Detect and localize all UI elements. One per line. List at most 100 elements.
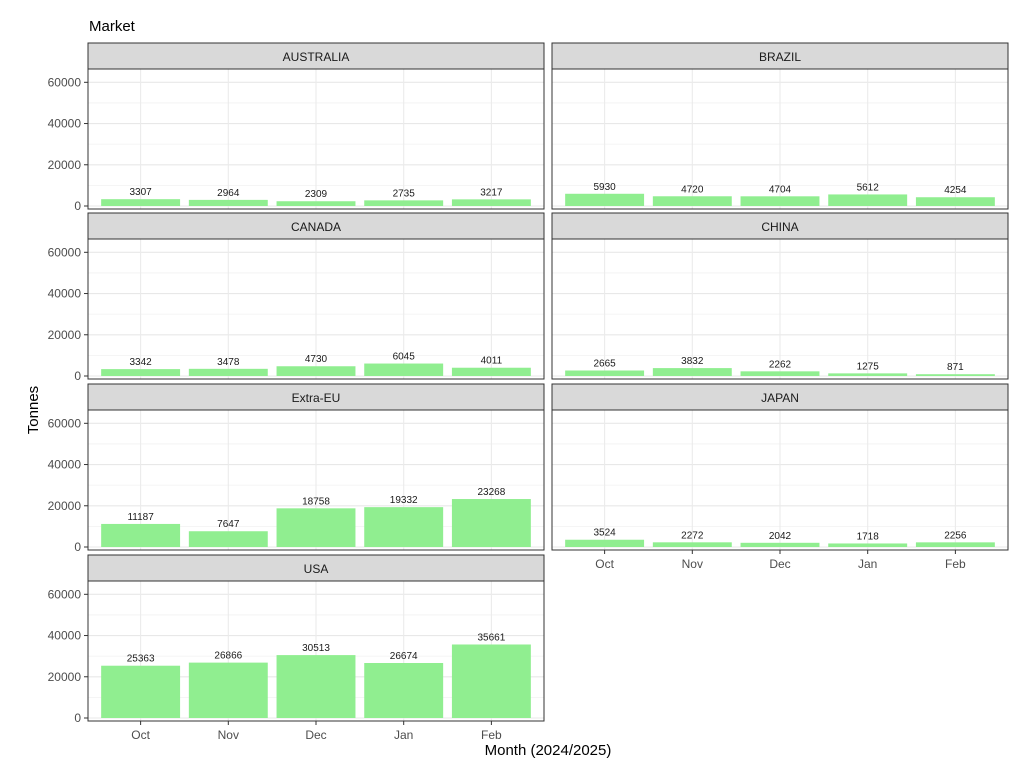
bar-feb [915,542,995,547]
bar-value-label: 30513 [302,643,330,654]
facet-strip-label: JAPAN [761,391,799,405]
bar-oct [565,539,645,547]
bar-value-label: 35661 [477,632,505,643]
bar-jan [364,363,444,376]
x-tick-label: Feb [945,557,966,571]
bar-value-label: 4011 [481,356,503,367]
bar-value-label: 11187 [127,512,154,523]
bar-value-label: 26866 [214,651,242,662]
bar-value-label: 1275 [857,361,880,372]
facet-brazil: BRAZIL 5930 4720 4704 5612 4254 [551,42,1009,210]
facet-panels: AUSTRALIA 3307 2964 2309 2735 3217 0 20000 40000… [48,42,1009,742]
y-tick-label: 40000 [48,458,82,472]
y-tick-label: 0 [74,540,81,554]
bar-value-label: 2042 [769,531,792,542]
y-tick-label: 20000 [48,670,82,684]
y-tick-label: 60000 [48,75,82,89]
x-tick-label: Dec [769,557,790,571]
y-tick-label: 20000 [48,328,82,342]
facet-canada: CANADA 3342 3478 4730 6045 4011 0 20000 40000 600… [48,212,545,383]
bar-nov [188,199,268,206]
x-tick-label: Feb [481,728,502,742]
y-axis-title: Tonnes [25,386,42,434]
x-tick-label: Dec [305,728,326,742]
y-tick-label: 40000 [48,629,82,643]
y-tick-label: 40000 [48,287,82,301]
x-tick-label: Jan [394,728,413,742]
bar-value-label: 2735 [393,188,416,199]
facet-strip-label: Extra-EU [292,391,341,405]
panel-border [87,68,545,210]
bar-value-label: 3832 [681,356,704,367]
bar-value-label: 7647 [217,519,240,530]
bar-value-label: 2309 [305,189,328,200]
x-tick-label: Oct [595,557,614,571]
x-tick-label: Jan [858,557,877,571]
bar-dec [276,508,356,547]
bar-value-label: 4720 [681,184,704,195]
facet-china: CHINA 2665 3832 2262 1275 871 [551,212,1009,380]
bar-feb [451,499,531,547]
y-tick-label: 0 [74,369,81,383]
facet-extra-eu: Extra-EU 11187 7647 18758 19332 23268 0 20000 40… [48,383,545,554]
facet-usa: USA 25363 26866 30513 26674 35661 0 20000 40000 6… [48,554,545,742]
bar-dec [740,542,820,547]
bar-jan [364,200,444,206]
bar-dec [276,366,356,376]
bar-dec [740,371,820,376]
panel-border [551,68,1009,210]
facet-strip [551,212,1009,240]
bar-value-label: 5612 [857,182,880,193]
bar-feb [915,197,995,206]
bar-feb [451,367,531,376]
bar-oct [101,665,181,718]
bar-dec [276,201,356,206]
facet-japan: JAPAN 3524 2272 2042 1718 2256 Oct Nov Dec Jan Feb [551,383,1009,571]
panel-border [551,238,1009,380]
bar-value-label: 23268 [477,487,505,498]
bar-feb [451,199,531,206]
y-tick-label: 20000 [48,499,82,513]
facet-strip-label: CANADA [291,220,341,234]
bar-dec [276,655,356,718]
y-tick-label: 60000 [48,416,82,430]
facet-strip [87,212,545,240]
bar-oct [101,369,181,376]
y-tick-label: 60000 [48,587,82,601]
facet-strip-label: BRAZIL [759,50,801,64]
bar-value-label: 2964 [217,188,240,199]
bar-nov [188,662,268,718]
x-tick-label: Nov [682,557,703,571]
bar-dec [740,196,820,206]
bar-value-label: 3342 [129,357,152,368]
bar-feb [915,374,995,376]
bar-oct [565,370,645,376]
panel-border [87,238,545,380]
facet-strip-label: CHINA [761,220,798,234]
bar-jan [828,373,908,376]
bar-value-label: 3478 [217,357,240,368]
y-tick-label: 40000 [48,117,82,131]
bar-value-label: 19332 [390,495,418,506]
bar-value-label: 4704 [769,184,792,195]
bar-value-label: 2272 [681,530,704,541]
bar-value-label: 3217 [480,187,503,198]
bar-value-label: 6045 [393,352,416,363]
bar-value-label: 3307 [129,187,152,198]
bar-oct [101,199,181,206]
bar-jan [828,194,908,206]
y-tick-label: 0 [74,711,81,725]
chart-title: Market [89,18,136,35]
bar-value-label: 1718 [857,531,880,542]
x-tick-label: Nov [218,728,239,742]
bar-nov [652,196,732,206]
y-tick-label: 0 [74,199,81,213]
bar-value-label: 3524 [593,528,616,539]
bar-value-label: 25363 [127,654,155,665]
bar-nov [188,368,268,376]
bar-nov [652,368,732,376]
bar-oct [101,523,181,547]
bar-value-label: 2665 [593,359,616,370]
y-tick-label: 60000 [48,245,82,259]
